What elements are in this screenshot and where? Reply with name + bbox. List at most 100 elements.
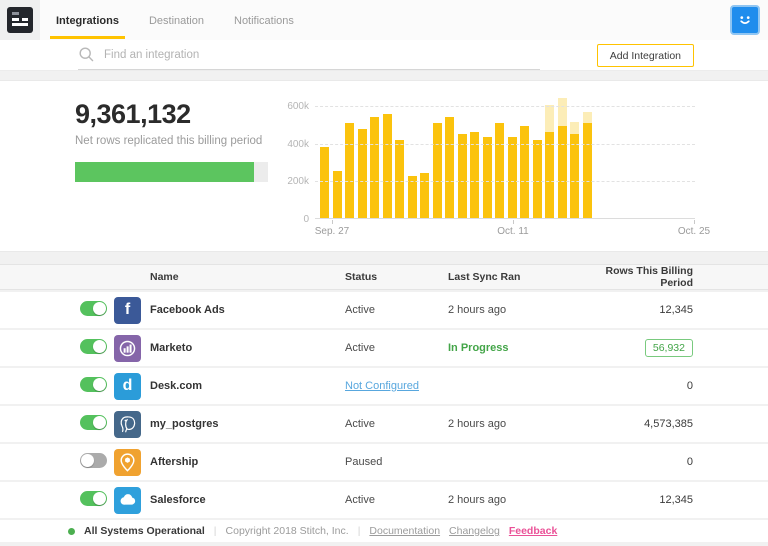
integration-logo [114,335,141,362]
feedback-link[interactable]: Feedback [509,525,557,537]
chart-gridline [315,106,695,107]
tab-notifications[interactable]: Notifications [234,0,294,40]
chart-bar [345,123,354,218]
chart-x-tick-label: Sep. 27 [315,226,349,237]
chart-bar [320,147,329,218]
integration-status: Paused [345,456,448,468]
system-status-dot [68,528,75,535]
chart-y-tick-label: 600k [283,101,309,112]
search-icon [78,46,95,63]
integration-toggle[interactable] [80,453,107,468]
chart-bar [333,171,342,218]
integration-last-sync: 2 hours ago [448,494,578,506]
rows-count-live-badge: 56,932 [645,339,693,357]
chart-bar [395,140,404,218]
tab-destination[interactable]: Destination [149,0,204,40]
integration-status: Active [345,304,448,316]
integration-toggle[interactable] [80,339,107,354]
documentation-link[interactable]: Documentation [369,525,440,537]
chart-x-tick [513,220,514,224]
toggle-knob [93,492,106,505]
chart-bar-solid-segment [370,117,379,218]
status-link[interactable]: Not Configured [345,380,419,392]
integration-logo: d [114,373,141,400]
chart-bar-solid-segment [333,171,342,218]
column-header-name: Name [150,271,345,283]
chart-bar-projected-segment [558,98,567,126]
integration-last-sync: 2 hours ago [448,304,578,316]
chart-bar [545,105,554,218]
chart-y-tick-label: 400k [283,139,309,150]
chart-bar-solid-segment [345,123,354,218]
search-input[interactable]: Find an integration [78,40,540,70]
search-row: Find an integration Add Integration [0,40,768,71]
chart-bar [508,137,517,218]
tab-integrations[interactable]: Integrations [56,0,119,40]
chart-bar-solid-segment [395,140,404,218]
chart-bar [433,123,442,218]
chart-bar-solid-segment [558,126,567,218]
salesforce-cloud-icon [115,488,140,513]
chart-bar-solid-segment [545,132,554,218]
chart-bar-solid-segment [470,132,479,218]
toggle-knob [93,302,106,315]
usage-summary: 9,361,132 Net rows replicated this billi… [75,99,290,182]
status-text: Active [345,304,375,316]
integration-toggle[interactable] [80,415,107,430]
rows-chart: 0200k400k600kSep. 27Oct. 11Oct. 25 [283,89,709,243]
integration-logo [114,487,141,514]
chart-bar-solid-segment [583,123,592,218]
rows-count: 0 [687,380,693,392]
top-nav: Integrations Destination Notifications [0,0,768,40]
last-sync-text: 2 hours ago [448,304,506,316]
integration-last-sync: 2 hours ago [448,418,578,430]
chart-gridline [315,144,695,145]
integration-name[interactable]: Desk.com [150,380,345,392]
status-text: Active [345,418,375,430]
table-row: d Desk.comNot Configured 0 [0,368,768,404]
chart-bar-solid-segment [570,134,579,218]
integrations-table: Name Status Last Sync Ran Rows This Bill… [0,264,768,518]
rows-count: 4,573,385 [644,418,693,430]
chat-widget-button[interactable] [730,5,760,35]
chart-bar-solid-segment [433,123,442,218]
integration-name[interactable]: Facebook Ads [150,304,345,316]
changelog-link[interactable]: Changelog [449,525,500,537]
chart-bar [358,129,367,218]
table-row: MarketoActiveIn Progress56,932 [0,330,768,366]
last-sync-text: 2 hours ago [448,494,506,506]
chart-bar [470,132,479,218]
integration-name[interactable]: Salesforce [150,494,345,506]
facebook-icon: f [125,302,130,318]
chart-bar [370,117,379,218]
column-header-last-sync: Last Sync Ran [448,271,578,283]
integration-name[interactable]: Aftership [150,456,345,468]
footer: All Systems Operational | Copyright 2018… [0,520,768,542]
integration-toggle[interactable] [80,491,107,506]
chart-bar [458,134,467,218]
integration-status: Active [345,418,448,430]
integration-name[interactable]: my_postgres [150,418,345,430]
footer-separator: | [214,525,217,537]
toggle-knob [93,378,106,391]
integration-rows: 4,573,385 [578,418,768,430]
copyright-text: Copyright 2018 Stitch, Inc. [226,525,349,537]
chart-bar [520,126,529,218]
integration-toggle[interactable] [80,377,107,392]
search-placeholder: Find an integration [104,49,199,61]
desk-icon: d [123,378,133,394]
add-integration-button[interactable]: Add Integration [597,44,694,67]
integration-toggle[interactable] [80,301,107,316]
integration-rows: 0 [578,456,768,468]
chart-bar-solid-segment [320,147,329,218]
chart-x-tick-label: Oct. 11 [497,226,529,237]
chart-bar-solid-segment [358,129,367,218]
chart-bar-solid-segment [495,123,504,218]
integration-name[interactable]: Marketo [150,342,345,354]
table-body: fFacebook AdsActive2 hours ago12,345Mark… [0,292,768,518]
integration-rows: 56,932 [578,339,768,357]
integration-rows: 12,345 [578,494,768,506]
chart-bar-projected-segment [570,122,579,134]
stitch-logo[interactable] [0,0,40,40]
toggle-knob [93,416,106,429]
